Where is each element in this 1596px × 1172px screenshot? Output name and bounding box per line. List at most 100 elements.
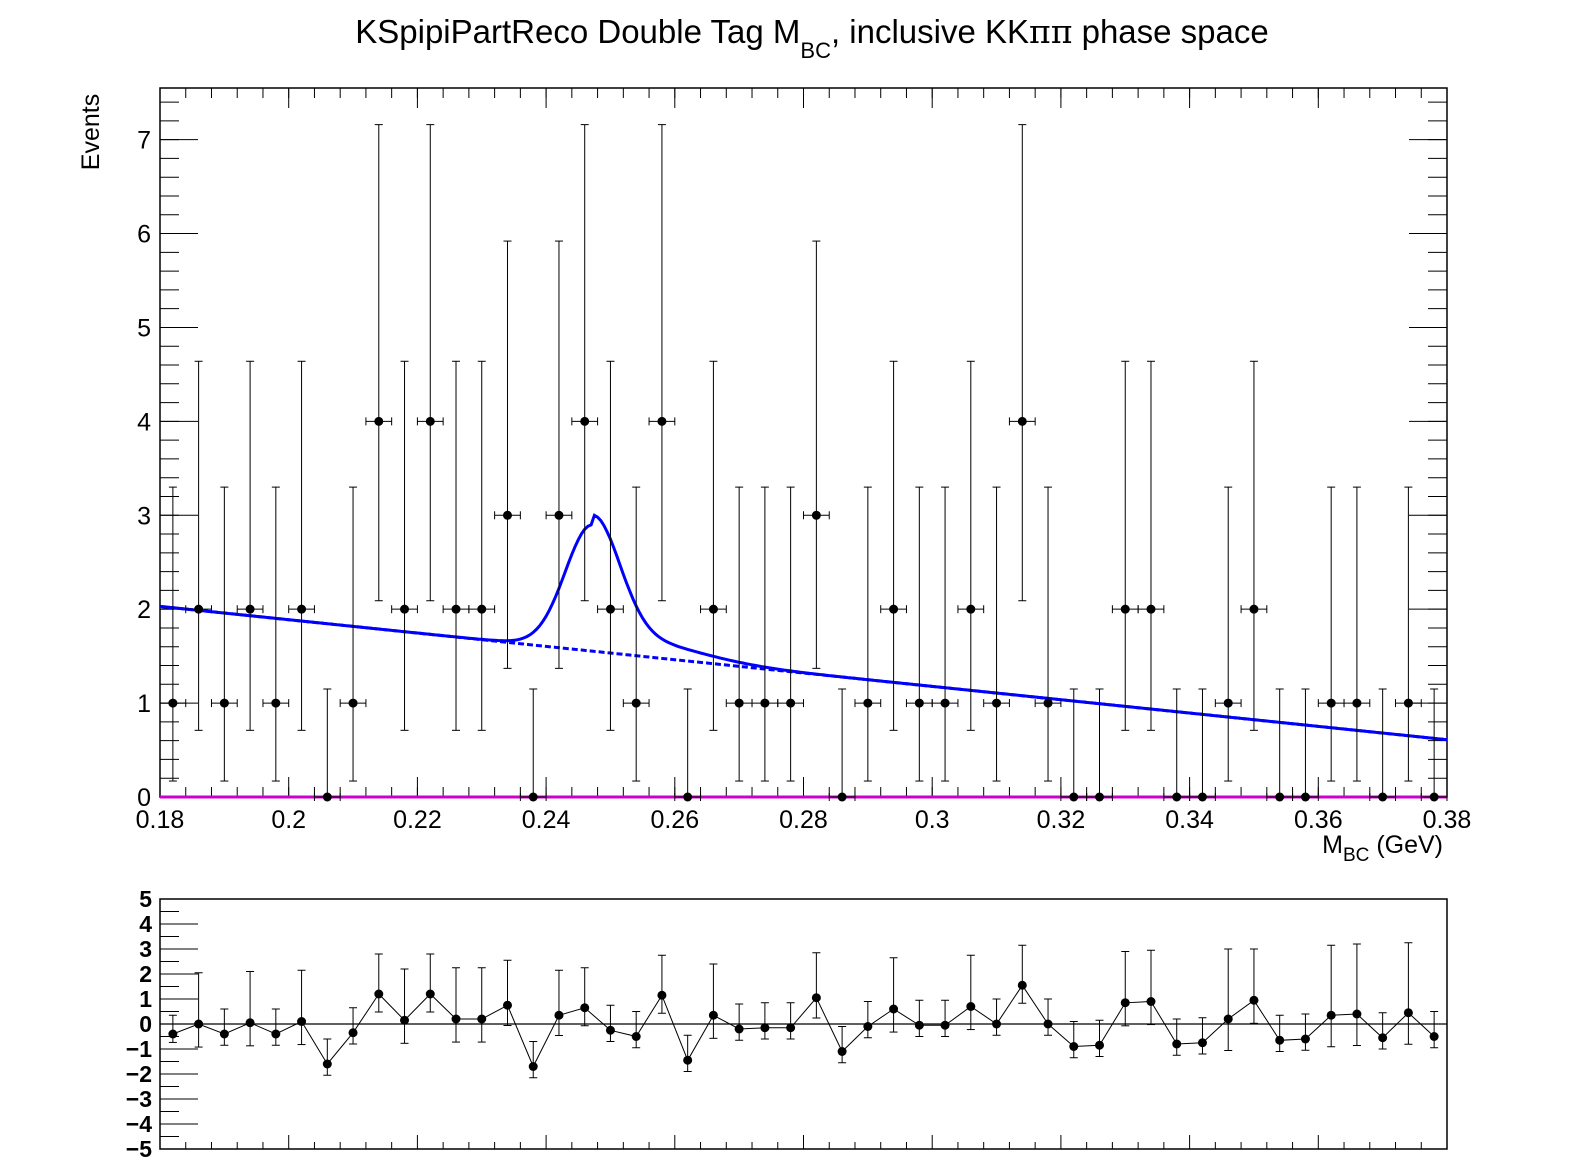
residual-point-group — [605, 1004, 615, 1042]
residual-y-tick-label: −3 — [126, 1086, 152, 1112]
residual-data-points — [168, 942, 1439, 1079]
residual-point — [1172, 1039, 1182, 1049]
residual-point-group — [219, 1008, 229, 1046]
data-point — [837, 792, 847, 802]
y-tick-label: 4 — [137, 408, 151, 436]
residual-point-group — [1017, 944, 1027, 1004]
data-point-group — [236, 360, 264, 731]
data-point — [1429, 792, 1439, 802]
data-point — [1300, 792, 1310, 802]
data-point-group — [1060, 688, 1088, 802]
residual-y-tick-label: 4 — [139, 911, 152, 937]
data-point — [168, 698, 178, 708]
data-point-group — [751, 486, 779, 782]
x-tick-label: 0.32 — [1037, 806, 1086, 834]
data-point — [1223, 698, 1233, 708]
data-point — [194, 604, 204, 614]
residual-point-group — [1378, 1012, 1388, 1050]
data-point-group — [1292, 688, 1319, 802]
residual-point-group — [1403, 942, 1413, 1045]
x-tick-label: 0.26 — [650, 806, 699, 834]
residual-point-group — [1043, 998, 1053, 1036]
residual-point — [1146, 997, 1156, 1006]
data-point — [580, 416, 590, 426]
residual-y-tick-label: 5 — [139, 886, 152, 912]
data-point — [1197, 792, 1207, 802]
residual-point-group — [734, 1003, 744, 1041]
data-point-group — [159, 486, 187, 782]
residual-point-group — [374, 953, 384, 1013]
residual-point-group — [502, 959, 512, 1026]
residual-point — [400, 1015, 410, 1025]
residual-point — [580, 1003, 590, 1013]
residual-point — [374, 989, 384, 999]
data-point-group — [700, 360, 727, 731]
data-point — [683, 792, 693, 802]
data-point-group — [1189, 688, 1216, 802]
residual-point-group — [245, 971, 255, 1047]
residual-point — [786, 1023, 796, 1033]
data-point — [451, 604, 461, 614]
data-point-group — [1137, 360, 1165, 731]
residual-point-group — [1429, 1011, 1439, 1049]
data-point — [245, 604, 255, 614]
data-point-group — [1317, 486, 1345, 782]
data-point-group — [983, 486, 1010, 782]
data-point-group — [494, 240, 521, 669]
residual-point — [631, 1032, 641, 1041]
residual-y-tick-label: 3 — [139, 936, 152, 962]
residual-point-group — [528, 1041, 538, 1079]
residual-point — [1403, 1008, 1413, 1018]
residual-point — [219, 1029, 229, 1039]
residual-point — [1017, 980, 1027, 990]
residual-point — [1275, 1035, 1285, 1045]
data-point-group — [1163, 688, 1191, 802]
data-point — [1043, 698, 1053, 708]
residual-y-tick-label: 1 — [139, 986, 152, 1012]
residual-point-group — [451, 967, 461, 1043]
data-point-group — [880, 360, 907, 731]
data-point-group — [1343, 486, 1371, 782]
data-point-group — [1034, 486, 1062, 782]
residual-point — [194, 1019, 204, 1029]
residual-point — [657, 990, 667, 1000]
data-point-group — [391, 360, 418, 731]
data-point-group — [442, 360, 470, 731]
residual-point-group — [194, 972, 204, 1048]
residual-point-group — [297, 969, 307, 1046]
residual-point — [992, 1019, 1002, 1029]
data-point-group — [648, 124, 676, 602]
data-point-group — [828, 688, 856, 802]
residual-point-group — [554, 969, 564, 1036]
residual-point-group — [1120, 951, 1130, 1027]
residual-y-tick-label: −4 — [126, 1111, 152, 1137]
residual-point-group — [914, 999, 924, 1037]
main-fit-curves — [159, 513, 1448, 799]
residual-point — [914, 1020, 924, 1030]
residual-point-group — [760, 1002, 770, 1040]
total-fit-line — [159, 513, 1448, 742]
residual-point — [322, 1059, 332, 1069]
residual-point-group — [1197, 1017, 1207, 1055]
main-data-points — [159, 124, 1448, 802]
residual-point-group — [837, 1026, 847, 1064]
data-point — [1378, 792, 1388, 802]
data-point — [811, 510, 821, 520]
residual-point-group — [966, 954, 976, 1031]
data-point — [297, 604, 307, 614]
residual-point — [477, 1014, 487, 1024]
residual-point-group — [889, 957, 899, 1033]
residual-y-tick-label: 0 — [139, 1011, 152, 1037]
residual-point — [863, 1022, 873, 1031]
residual-point — [297, 1017, 307, 1026]
data-point-group — [931, 486, 959, 782]
data-point — [1146, 604, 1156, 614]
residual-point — [502, 1000, 512, 1010]
residual-point-group — [708, 963, 718, 1039]
data-point — [502, 510, 512, 520]
data-point — [1326, 698, 1336, 708]
y-tick-label: 1 — [137, 690, 151, 718]
data-point — [322, 792, 332, 802]
residual-point-group — [940, 999, 950, 1037]
